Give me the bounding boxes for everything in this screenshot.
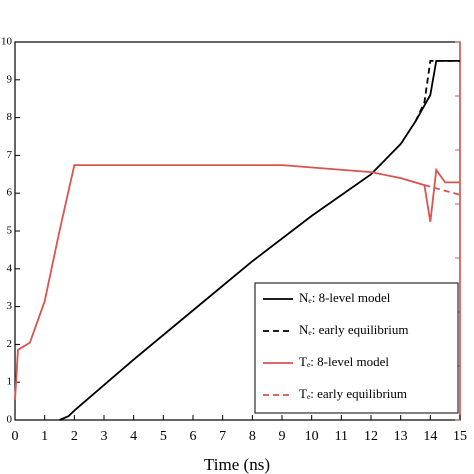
x-tick-label: 7 (219, 429, 226, 444)
x-tick-label: 9 (279, 429, 286, 444)
x-tick-label: 12 (364, 429, 378, 444)
x-tick-label: 1 (41, 429, 48, 444)
legend-label: Nₑ: 8-level model (299, 290, 391, 305)
series-line (59, 60, 460, 421)
x-tick-label: 15 (453, 429, 467, 444)
y-tick-label: 5 (7, 225, 13, 237)
y-tick-label: 9 (7, 73, 13, 85)
y-tick-label: 4 (7, 262, 13, 274)
y-tick-label: 6 (7, 187, 13, 199)
y-tick-label: 8 (7, 111, 13, 123)
series-line (414, 60, 460, 122)
legend-label: Nₑ: early equilibrium (299, 322, 408, 337)
y-tick-label: 10 (1, 36, 13, 48)
y-tick-label: 7 (7, 149, 13, 161)
y-tick-label: 3 (7, 300, 13, 312)
legend-label: Tₑ: 8-level model (299, 354, 389, 369)
x-tick-label: 0 (12, 429, 19, 444)
x-tick-label: 4 (130, 429, 137, 444)
x-tick-label: 14 (423, 429, 437, 444)
x-tick-label: 11 (335, 429, 348, 444)
y-tick-label: 2 (7, 338, 13, 350)
series-line (424, 184, 461, 196)
x-tick-label: 6 (190, 429, 197, 444)
series-line (14, 164, 460, 401)
y-tick-label: 0 (7, 414, 13, 426)
x-tick-label: 8 (249, 429, 256, 444)
x-tick-label: 10 (305, 429, 319, 444)
legend-label: Tₑ: early equilibrium (299, 386, 407, 401)
x-tick-label: 5 (160, 429, 167, 444)
y-tick-label: 1 (7, 376, 13, 388)
x-tick-label: 13 (394, 429, 408, 444)
x-axis-label: Time (ns) (204, 455, 270, 474)
x-tick-label: 3 (101, 429, 108, 444)
x-tick-label: 2 (71, 429, 78, 444)
legend-box (254, 282, 459, 414)
